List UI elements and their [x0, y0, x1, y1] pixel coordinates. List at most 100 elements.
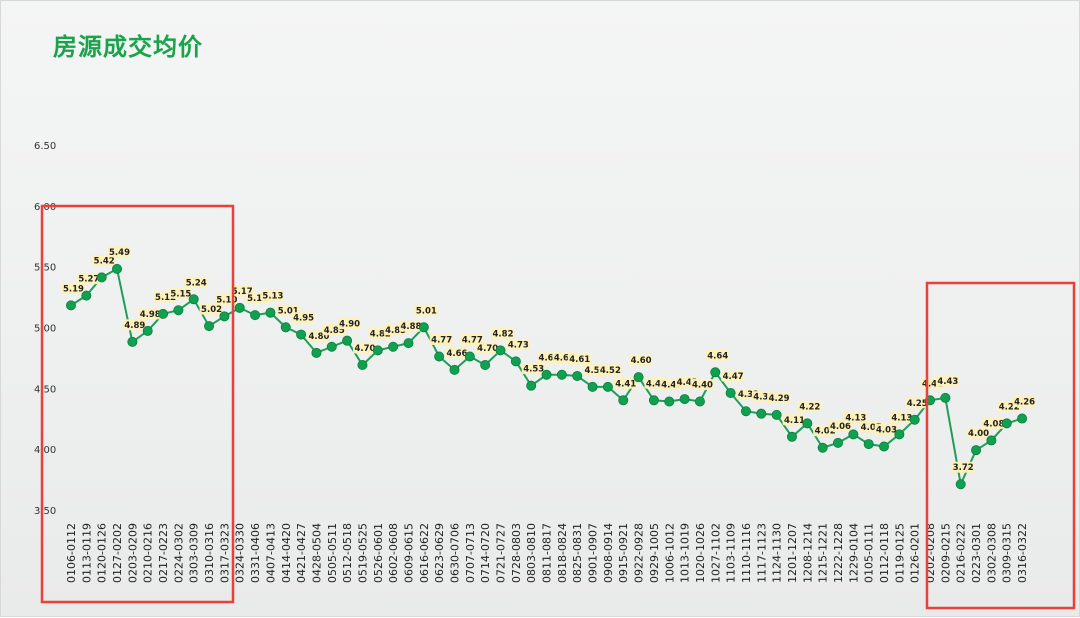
- data-label: 4.32: [738, 390, 759, 400]
- x-tick-label: 1208-1214: [801, 523, 814, 583]
- data-point: [817, 442, 828, 453]
- data-point: [909, 414, 920, 425]
- y-tick-label: 6.00: [34, 202, 56, 213]
- data-label: 5.24: [186, 278, 207, 288]
- data-label: 4.13: [845, 413, 866, 423]
- data-label: 4.64: [707, 351, 728, 361]
- data-point: [173, 305, 184, 316]
- data-label: 4.82: [493, 329, 514, 339]
- x-tick-label: 0119-0125: [893, 523, 906, 583]
- x-tick-label: 0818-0824: [556, 523, 569, 583]
- x-tick-label: 0908-0914: [602, 523, 615, 583]
- data-label-bg: [782, 414, 806, 426]
- data-point: [112, 263, 123, 274]
- data-label: 4.22: [999, 402, 1020, 412]
- data-label-bg: [874, 424, 898, 436]
- data-label: 5.13: [262, 292, 283, 302]
- data-label: 4.43: [937, 377, 958, 387]
- data-label: 4.41: [922, 379, 943, 389]
- x-tick-label: 0609-0615: [402, 523, 415, 583]
- x-tick-label: 1103-1109: [725, 523, 738, 583]
- x-tick-label: 0216-0222: [955, 523, 968, 583]
- x-tick-label: 0217-0223: [157, 523, 170, 583]
- data-label: 4.77: [431, 335, 452, 345]
- data-label: 4.30: [753, 393, 774, 403]
- data-label: 4.62: [539, 354, 560, 364]
- data-point: [618, 395, 629, 406]
- data-label-bg: [889, 411, 913, 423]
- data-point: [495, 345, 506, 356]
- data-label: 5.19: [63, 284, 84, 294]
- data-label: 4.66: [447, 349, 468, 359]
- data-label-bg: [352, 342, 376, 354]
- x-tick-label: 0303-0309: [188, 523, 201, 583]
- data-point: [418, 322, 429, 333]
- chart-title: 房源成交均价: [53, 33, 203, 61]
- x-tick-label: 0623-0629: [433, 523, 446, 583]
- data-label-bg: [199, 303, 223, 315]
- data-label: 4.52: [600, 366, 621, 376]
- data-label: 5.27: [78, 275, 99, 285]
- x-tick-label: 1006-1012: [663, 523, 676, 583]
- y-tick-label: 4.50: [34, 384, 56, 395]
- x-tick-label: 0224-0302: [172, 523, 185, 583]
- data-point: [372, 345, 383, 356]
- data-label-bg: [184, 276, 208, 288]
- data-label: 5.15: [170, 289, 191, 299]
- data-label-bg: [797, 400, 821, 412]
- x-tick-label: 0209-0215: [939, 523, 952, 583]
- x-tick-label: 0324-0330: [234, 523, 247, 583]
- data-label-bg: [491, 327, 515, 339]
- data-label-bg: [767, 392, 791, 404]
- data-point: [342, 335, 353, 346]
- data-point: [296, 329, 307, 340]
- data-label: 4.47: [723, 372, 744, 382]
- x-tick-label: 0616-0622: [418, 523, 431, 583]
- data-label: 4.41: [646, 379, 667, 389]
- data-label: 4.40: [692, 381, 713, 391]
- x-tick-label: 0825-0831: [571, 523, 584, 583]
- y-tick-label: 3.50: [34, 506, 56, 517]
- x-tick-label: 0414-0420: [280, 523, 293, 583]
- data-point: [357, 359, 368, 370]
- data-label: 4.25: [907, 399, 928, 409]
- x-tick-label: 0203-0209: [126, 523, 139, 583]
- x-tick-label: 1201-1207: [786, 523, 799, 583]
- data-label-bg: [981, 417, 1005, 429]
- data-point: [510, 356, 521, 367]
- data-label: 4.13: [891, 413, 912, 423]
- data-label-bg: [828, 420, 852, 432]
- x-tick-label: 0126-0201: [909, 523, 922, 583]
- x-tick-label: 1229-0104: [847, 523, 860, 583]
- data-label: 4.03: [876, 426, 897, 436]
- data-label: 4.98: [140, 310, 161, 320]
- data-point: [188, 294, 199, 305]
- data-point: [434, 351, 445, 362]
- data-label: 5.01: [278, 306, 299, 316]
- data-label-bg: [705, 349, 729, 361]
- x-tick-label: 1222-1228: [832, 523, 845, 583]
- data-point: [848, 429, 859, 440]
- x-tick-label: 0113-0119: [80, 523, 93, 583]
- data-label: 4.60: [631, 356, 652, 366]
- data-label: 5.01: [416, 306, 437, 316]
- x-tick-label: 0106-0112: [65, 523, 78, 583]
- data-point: [863, 439, 874, 450]
- data-label-bg: [951, 461, 975, 473]
- data-label-bg: [460, 333, 484, 345]
- data-label-bg: [429, 333, 453, 345]
- data-point: [756, 408, 767, 419]
- x-tick-label: 0421-0427: [295, 523, 308, 583]
- x-tick-label: 0112-0118: [878, 523, 891, 583]
- data-point: [771, 409, 782, 420]
- y-tick-label: 6.50: [34, 141, 56, 152]
- data-label: 4.85: [385, 326, 406, 336]
- data-label: 4.53: [523, 365, 544, 375]
- x-tick-label: 0721-0727: [495, 523, 508, 583]
- data-label: 4.82: [370, 329, 391, 339]
- data-point: [556, 369, 567, 380]
- data-point: [280, 322, 291, 333]
- data-point: [526, 380, 537, 391]
- data-point: [449, 364, 460, 375]
- x-tick-label: 1215-1221: [817, 523, 830, 583]
